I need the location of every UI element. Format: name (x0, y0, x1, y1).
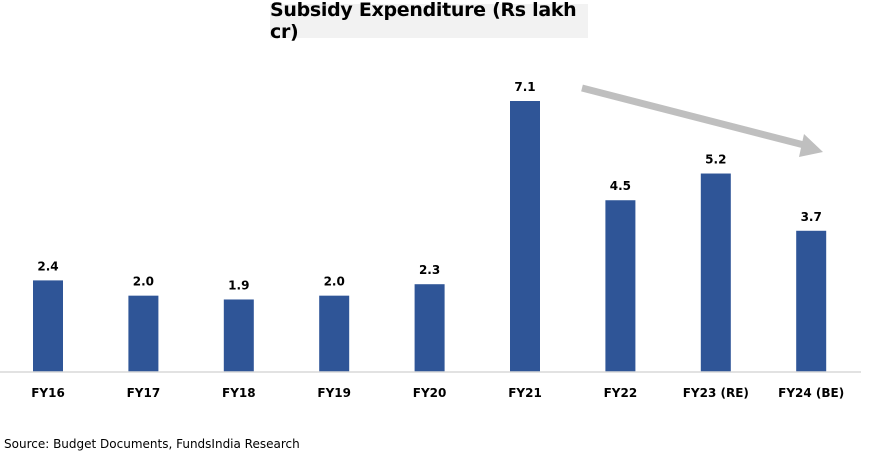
x-tick-label: FY21 (508, 386, 542, 400)
bar-fy21 (510, 101, 540, 372)
source-note: Source: Budget Documents, FundsIndia Res… (4, 437, 300, 451)
x-tick-label: FY19 (317, 386, 351, 400)
data-label: 2.3 (419, 263, 440, 277)
trend-arrow-icon (581, 84, 823, 157)
data-label: 2.4 (37, 259, 58, 273)
x-tick-label: FY20 (413, 386, 447, 400)
x-tick-label: FY17 (127, 386, 161, 400)
chart-title: Subsidy Expenditure (Rs lakh cr) (270, 0, 577, 43)
x-tick-label: FY22 (604, 386, 638, 400)
data-label: 2.0 (324, 275, 345, 289)
bar-fy19 (319, 295, 350, 372)
data-label: 1.9 (228, 278, 249, 292)
x-tick-label: FY16 (31, 386, 65, 400)
x-tick-label: FY24 (BE) (778, 386, 844, 400)
bars-group: 2.4 FY16 2.0 FY17 1.9 FY18 2.0 FY19 2.3 FY20 7.1 FY… (31, 80, 844, 400)
data-label: 7.1 (514, 80, 535, 94)
data-label: 4.5 (610, 179, 631, 193)
bar-fy16 (33, 280, 63, 372)
chart-title-box: Subsidy Expenditure (Rs lakh cr) (270, 0, 588, 43)
x-tick-label: FY23 (RE) (683, 386, 749, 400)
x-tick-label: FY18 (222, 386, 256, 400)
bar-fy17 (128, 295, 159, 372)
trend-arrow-head (799, 134, 823, 157)
data-label: 3.7 (801, 210, 822, 224)
trend-arrow-shaft (581, 84, 805, 149)
bar-fy23-re (700, 173, 731, 372)
data-label: 5.2 (705, 153, 726, 167)
bar-fy24-be (796, 230, 827, 372)
data-label: 2.0 (133, 275, 154, 289)
bar-chart: 2.4 FY16 2.0 FY17 1.9 FY18 2.0 FY19 2.3 FY20 7.1 FY… (0, 80, 861, 400)
bar-fy22 (605, 200, 636, 372)
bar-fy18 (223, 299, 254, 372)
bar-fy20 (414, 284, 445, 372)
